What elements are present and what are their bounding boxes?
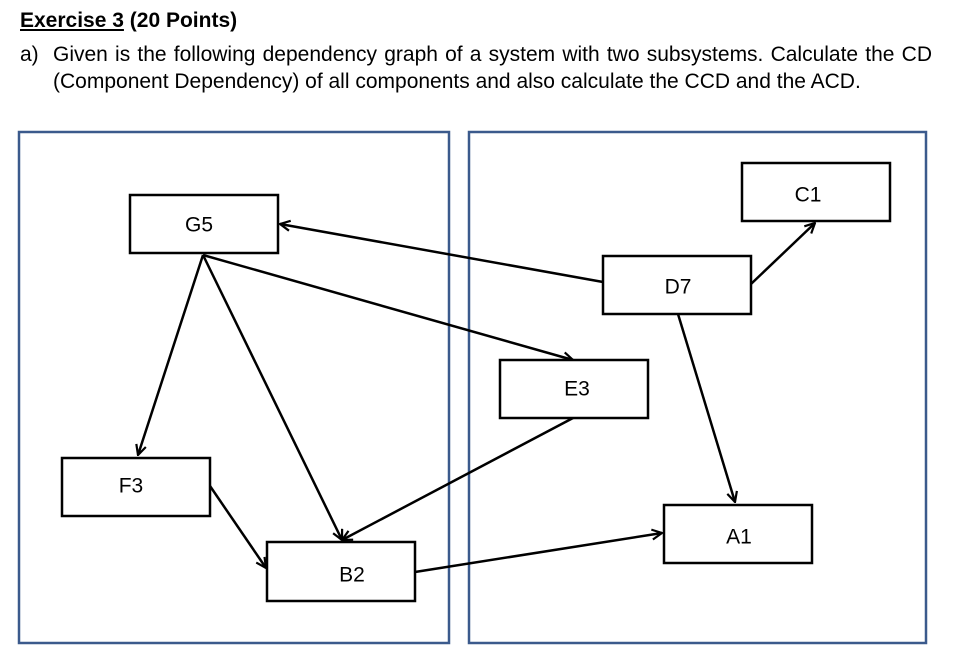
node-g5-label: G5 [185, 214, 213, 237]
task-text: Given is the following dependency graph … [53, 43, 932, 93]
node-d7-label: D7 [665, 276, 692, 299]
edge-g5-to-b2 [201, 254, 342, 540]
node-a1-label: A1 [726, 526, 752, 549]
edge-d7-to-c1 [750, 223, 815, 285]
subsystem-left [17, 130, 451, 645]
task-label: a) [20, 43, 39, 66]
exercise-points: (20 Points) [123, 9, 238, 32]
node-f3[interactable]: F3 [60, 456, 212, 518]
node-c1-label: C1 [795, 184, 822, 207]
edge-g5-to-e3 [202, 253, 573, 360]
edge-b2-to-a1 [414, 533, 662, 574]
node-a1[interactable]: A1 [662, 503, 814, 565]
node-e3-label: E3 [564, 378, 590, 401]
node-g5[interactable]: G5 [128, 193, 280, 255]
edge-e3-to-b2 [342, 416, 574, 540]
edge-d7-to-a1 [676, 313, 735, 502]
node-e3[interactable]: E3 [498, 358, 650, 420]
edge-g5-to-f3 [138, 254, 205, 455]
exercise-number: Exercise 3 [20, 9, 124, 32]
edge-d7-to-g5 [280, 224, 604, 284]
edges [138, 223, 815, 574]
subsystem-right [467, 130, 928, 645]
exercise-heading: Exercise 3 (20 Points) [20, 9, 237, 33]
node-d7[interactable]: D7 [601, 254, 753, 316]
node-f3-label: F3 [119, 475, 144, 498]
node-c1[interactable]: C1 [740, 161, 892, 223]
node-b2-label: B2 [339, 564, 365, 587]
node-b2[interactable]: B2 [265, 540, 417, 603]
edge-f3-to-b2 [208, 485, 266, 568]
